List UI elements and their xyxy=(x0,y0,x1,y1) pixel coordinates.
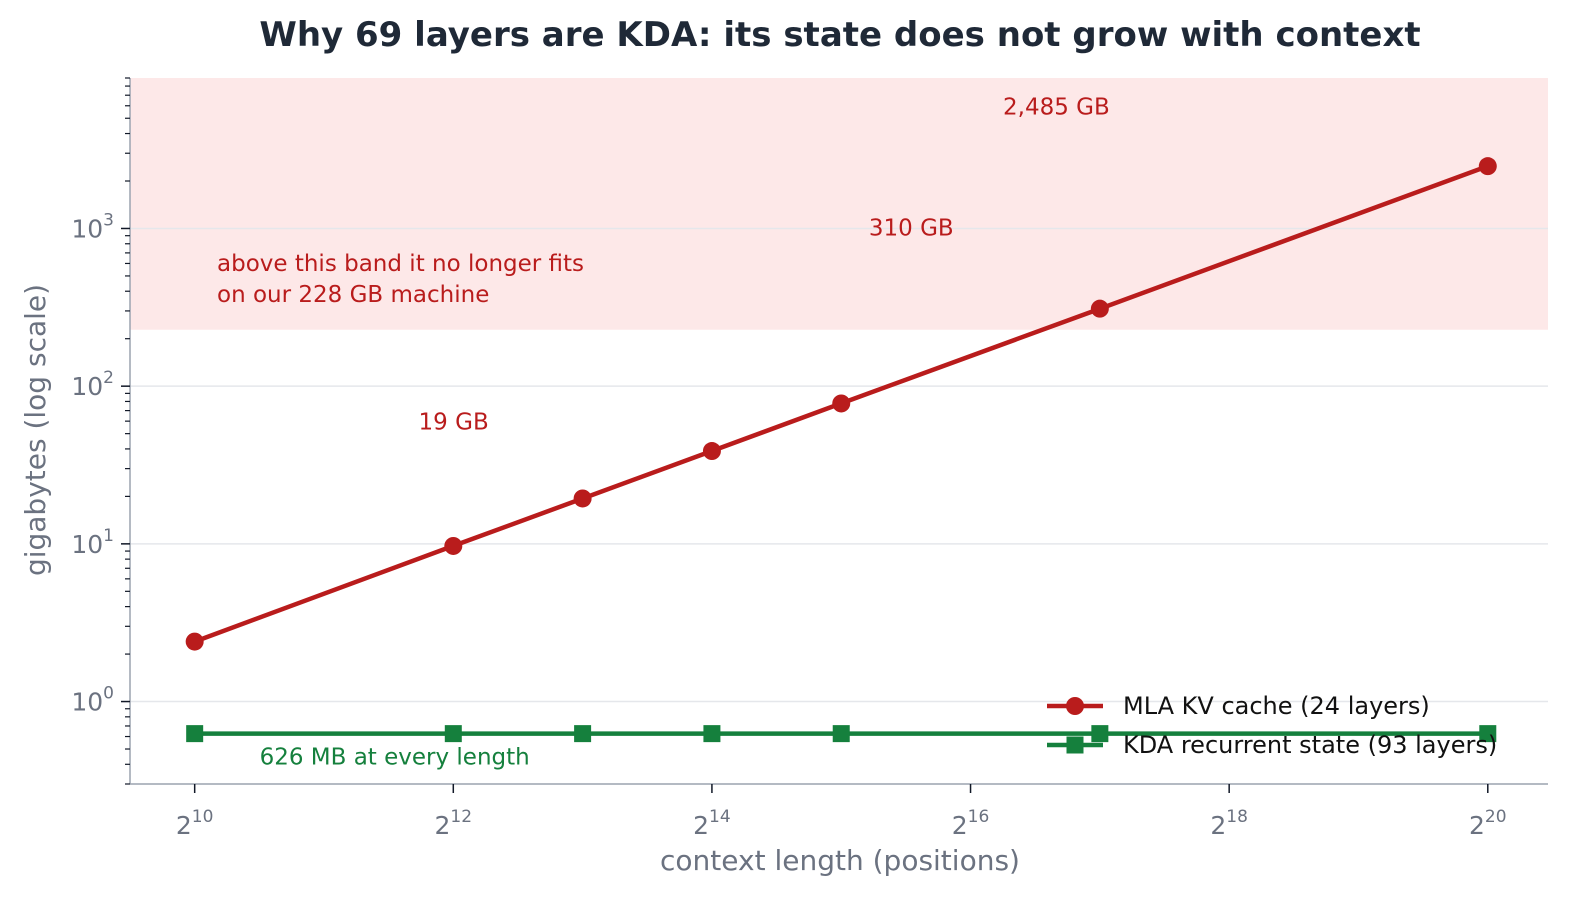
data-point-1-6 xyxy=(1479,725,1497,743)
data-point-1-1 xyxy=(444,725,462,743)
y-tick-label-1: 101 xyxy=(71,526,114,559)
data-point-0-1 xyxy=(444,536,463,555)
data-point-0-4 xyxy=(832,394,851,413)
data-point-0-5 xyxy=(1090,299,1109,318)
data-point-0-2 xyxy=(573,489,592,508)
annotation-3: 626 MB at every length xyxy=(260,744,530,770)
data-point-1-2 xyxy=(574,725,592,743)
data-point-1-4 xyxy=(832,725,850,743)
legend-label-1: KDA recurrent state (93 layers) xyxy=(1123,731,1497,759)
series-layer xyxy=(185,157,1497,743)
annotation-0: 2,485 GB xyxy=(1003,94,1110,120)
grid-layer xyxy=(130,227,1548,703)
data-point-0-3 xyxy=(702,442,721,461)
legend: MLA KV cache (24 layers) KDA recurrent st… xyxy=(1047,692,1497,759)
axes-layer: 100 101 102 103 210 212 214 216 218 220 xyxy=(71,77,1548,840)
x-tick-label-3: 216 xyxy=(952,807,990,840)
x-tick-label-0: 210 xyxy=(176,807,214,840)
fit-limit-band xyxy=(130,78,1548,330)
annotation-layer: 2,485 GB 310 GB 19 GB 626 MB at every lengt… xyxy=(217,94,1110,770)
y-axis-label: gigabytes (log scale) xyxy=(19,284,52,576)
data-point-1-3 xyxy=(703,725,721,743)
data-point-0-0 xyxy=(185,632,204,651)
legend-label-0: MLA KV cache (24 layers) xyxy=(1123,692,1430,720)
legend-marker-1 xyxy=(1066,736,1084,754)
chart-title: Why 69 layers are KDA: its state does no… xyxy=(259,15,1420,55)
x-tick-label-5: 220 xyxy=(1469,807,1507,840)
fit-limit-band-layer xyxy=(130,78,1548,330)
data-point-1-5 xyxy=(1091,725,1109,743)
y-tick-label-2: 102 xyxy=(71,368,114,401)
y-tick-label-0: 100 xyxy=(71,684,114,717)
x-tick-label-1: 212 xyxy=(435,807,473,840)
annotation-1: 310 GB xyxy=(869,216,954,242)
band-note-line-0: above this band it no longer fits xyxy=(217,251,584,277)
x-tick-label-2: 214 xyxy=(693,807,731,840)
x-axis-label: context length (positions) xyxy=(660,844,1020,877)
legend-marker-0 xyxy=(1066,697,1084,715)
x-tick-label-4: 218 xyxy=(1210,807,1248,840)
data-point-1-0 xyxy=(186,725,204,743)
annotation-2: 19 GB xyxy=(419,410,489,436)
y-tick-label-3: 103 xyxy=(71,210,114,243)
data-point-0-6 xyxy=(1478,157,1497,176)
band-note-line-1: on our 228 GB machine xyxy=(217,282,489,308)
